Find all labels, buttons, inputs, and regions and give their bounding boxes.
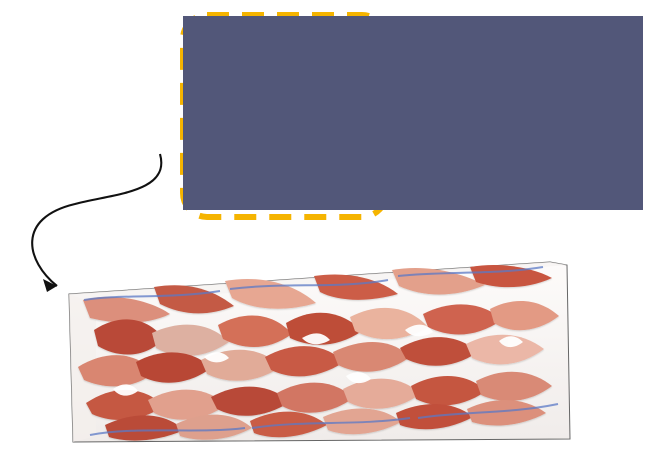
turbulence-visualization	[68, 261, 571, 443]
boundary-streaks	[83, 266, 559, 436]
vortex-patch	[152, 324, 229, 356]
vortex-patch	[176, 414, 252, 440]
vortex-patch	[466, 334, 544, 365]
vortex-patch	[343, 378, 420, 409]
vortex-patch	[218, 315, 292, 348]
vortex-patch	[467, 400, 546, 426]
vortex-patch	[136, 352, 211, 383]
vortex-patch	[476, 371, 552, 401]
vortex-patch	[148, 389, 226, 420]
vortex-patch	[211, 386, 290, 416]
vortex-patch	[423, 304, 502, 335]
vortex-patch	[105, 415, 184, 441]
vortex-patch	[470, 265, 552, 288]
turbulence-structures	[78, 265, 559, 441]
vortex-patch	[490, 300, 559, 331]
vortex-patch	[83, 296, 170, 323]
vortex-patch	[314, 274, 398, 300]
vortex-patch	[78, 355, 154, 387]
highlight-box	[180, 12, 389, 220]
vortex-patch	[333, 341, 410, 372]
vortex-patch	[277, 382, 353, 413]
vortex-patch	[411, 375, 486, 406]
vortex-patch	[154, 285, 234, 314]
vortex-patch	[94, 319, 164, 355]
vortex-patch	[265, 346, 344, 377]
gaps-and-highlights	[113, 324, 523, 396]
vortex-patch	[400, 337, 478, 366]
vortex-patch	[86, 389, 164, 420]
connector-arrow	[31, 153, 163, 287]
mesh-background-panel	[183, 16, 643, 210]
connector-arrowhead	[43, 279, 57, 292]
